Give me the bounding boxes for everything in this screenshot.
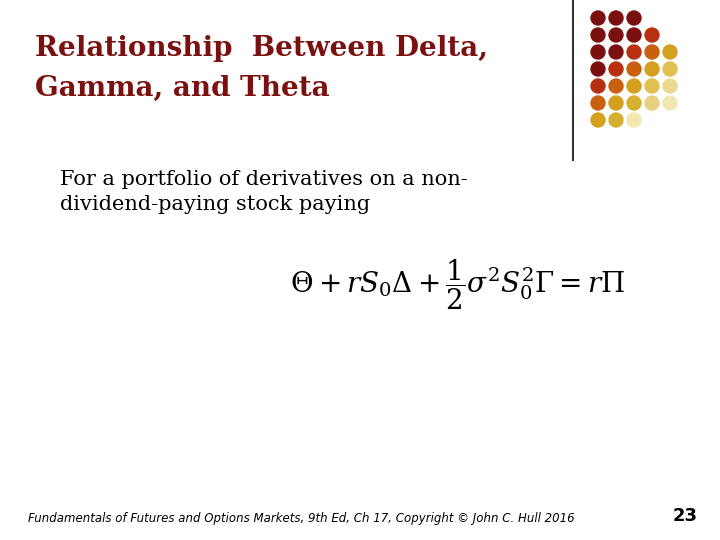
Text: $\Theta + rS_0\Delta + \dfrac{1}{2}\sigma^2 S_0^2\Gamma = r\Pi$: $\Theta + rS_0\Delta + \dfrac{1}{2}\sigm… — [290, 258, 625, 312]
Circle shape — [627, 28, 641, 42]
Circle shape — [609, 45, 623, 59]
Circle shape — [591, 96, 605, 110]
Circle shape — [627, 96, 641, 110]
Text: Relationship  Between Delta,: Relationship Between Delta, — [35, 35, 488, 62]
Circle shape — [609, 62, 623, 76]
Circle shape — [609, 79, 623, 93]
Circle shape — [609, 11, 623, 25]
Circle shape — [591, 113, 605, 127]
Circle shape — [663, 79, 677, 93]
Circle shape — [591, 79, 605, 93]
Text: dividend-paying stock paying: dividend-paying stock paying — [60, 195, 370, 214]
Text: Fundamentals of Futures and Options Markets, 9th Ed, Ch 17, Copyright © John C. : Fundamentals of Futures and Options Mark… — [28, 512, 575, 525]
Circle shape — [627, 79, 641, 93]
Text: Gamma, and Theta: Gamma, and Theta — [35, 75, 330, 102]
Circle shape — [591, 62, 605, 76]
Circle shape — [609, 96, 623, 110]
Circle shape — [645, 96, 659, 110]
Circle shape — [609, 113, 623, 127]
Circle shape — [627, 113, 641, 127]
Circle shape — [663, 96, 677, 110]
Circle shape — [645, 45, 659, 59]
Circle shape — [627, 62, 641, 76]
Text: For a portfolio of derivatives on a non-: For a portfolio of derivatives on a non- — [60, 170, 468, 189]
Circle shape — [609, 28, 623, 42]
Circle shape — [591, 11, 605, 25]
Text: 23: 23 — [673, 507, 698, 525]
Circle shape — [627, 11, 641, 25]
Circle shape — [627, 45, 641, 59]
Circle shape — [645, 28, 659, 42]
Circle shape — [591, 28, 605, 42]
Circle shape — [591, 45, 605, 59]
Circle shape — [645, 62, 659, 76]
Circle shape — [663, 62, 677, 76]
Circle shape — [663, 45, 677, 59]
Circle shape — [645, 79, 659, 93]
